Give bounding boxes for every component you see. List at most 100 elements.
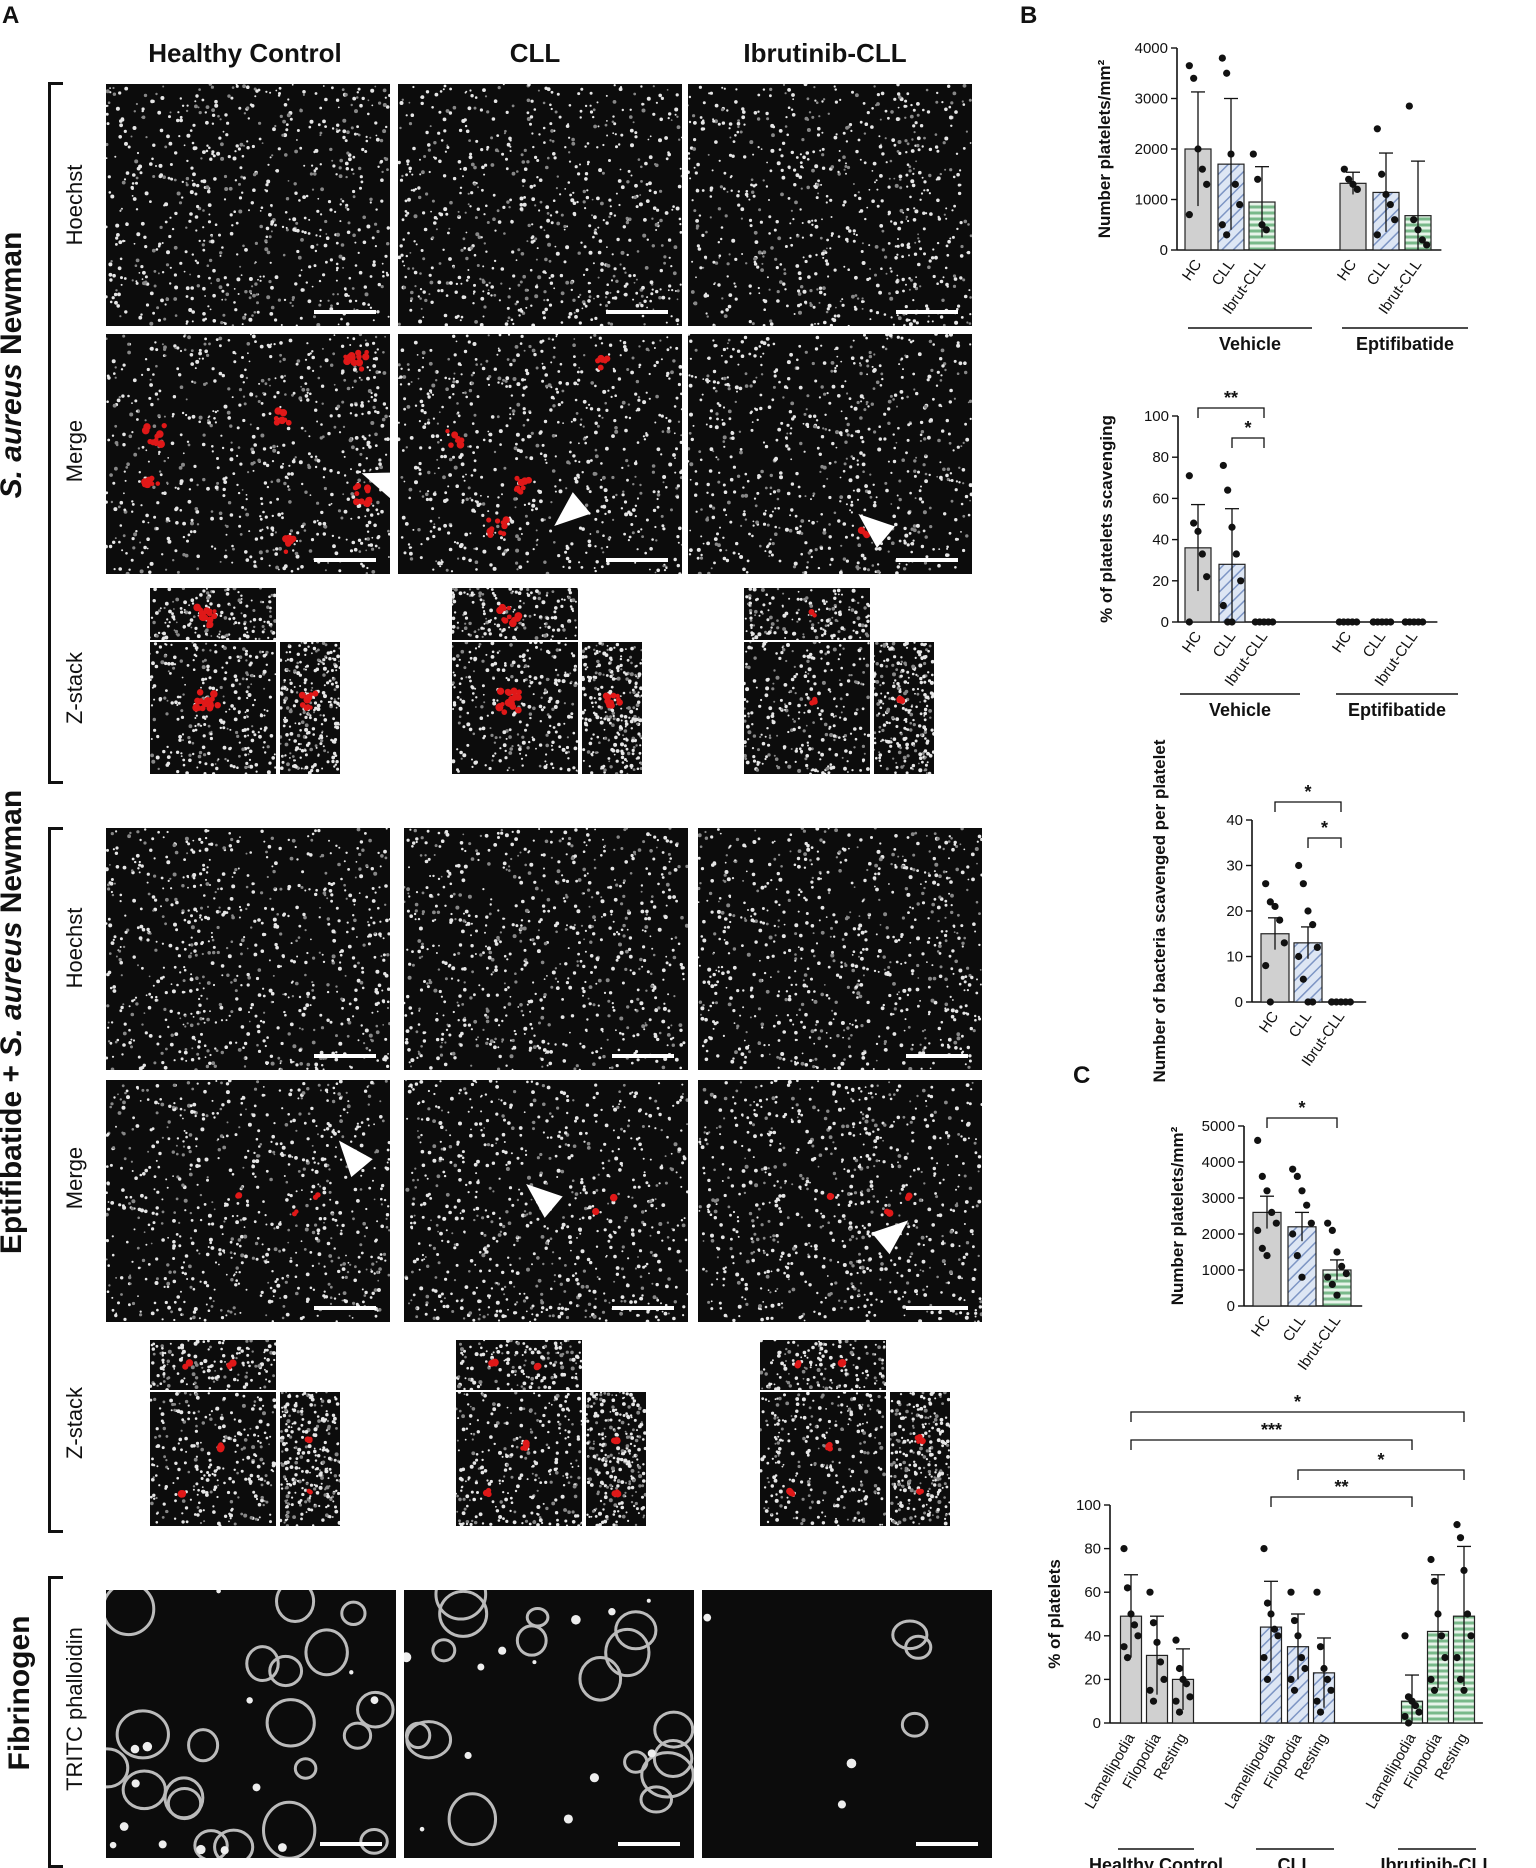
C2-point-6-6 <box>1404 1719 1413 1727</box>
B1-point-3-0 <box>1340 165 1348 173</box>
C1-point-1-0 <box>1289 1165 1297 1173</box>
B1-point-2-2 <box>1258 221 1266 229</box>
B1-point-4-2 <box>1382 190 1390 199</box>
C2-point-8-5 <box>1453 1654 1461 1662</box>
B3-point-1-3 <box>1309 921 1317 929</box>
tritc-image-0 <box>106 1590 396 1858</box>
C2-ytick-label-1: 20 <box>1084 1671 1101 1688</box>
C1-point-2-5 <box>1324 1273 1332 1281</box>
scale-bar <box>606 310 668 314</box>
B2-xtick-label-1: CLL <box>1210 629 1240 661</box>
C1-ytick-label-0: 0 <box>1227 1298 1235 1315</box>
C2-point-5-6 <box>1316 1708 1325 1716</box>
column-heading-healthy-control: Healthy Control <box>148 38 342 68</box>
B1-xtick-label-3: HC <box>1334 256 1360 284</box>
C1-point-0-6 <box>1258 1244 1266 1252</box>
B1-point-4-3 <box>1386 200 1394 209</box>
merge2-image-2 <box>698 1080 982 1322</box>
B1-point-3-2 <box>1349 180 1357 188</box>
B3-sig-bracket-1 <box>1307 837 1342 848</box>
C2-group-label-2: Ibrutinib-CLL <box>1381 1855 1494 1868</box>
C2-point-4-2 <box>1294 1632 1302 1640</box>
B2-point-1-7 <box>1228 618 1236 626</box>
C2-point-3-1 <box>1263 1599 1272 1607</box>
tritc-image-1 <box>404 1590 694 1858</box>
C2-point-0-5 <box>1120 1643 1128 1651</box>
C2-point-7-1 <box>1430 1577 1439 1585</box>
B2-point-1-3 <box>1232 550 1240 558</box>
C2-point-6-5 <box>1401 1712 1409 1721</box>
B1-ytick-label-2: 2000 <box>1135 141 1168 158</box>
C2-point-5-1 <box>1316 1643 1325 1651</box>
B2-point-4-5 <box>1369 618 1377 626</box>
B1-xtick-label-0: HC <box>1179 256 1205 284</box>
C2-point-4-1 <box>1290 1616 1299 1625</box>
merge-image-2 <box>688 334 972 574</box>
B1-point-1-6 <box>1223 231 1231 239</box>
tritc-image-2 <box>702 1590 992 1858</box>
B3-point-1-0 <box>1295 861 1303 870</box>
B3-point-0-6 <box>1266 998 1274 1006</box>
B3-point-2-5 <box>1328 998 1336 1006</box>
C2-point-7-3 <box>1437 1632 1446 1640</box>
B1-point-2-3 <box>1262 226 1270 234</box>
C1-ytick-label-5: 5000 <box>1202 1118 1235 1135</box>
C2-point-5-0 <box>1313 1588 1321 1596</box>
B2-point-5-5 <box>1401 618 1409 626</box>
B1-group-label-1: Eptifibatide <box>1356 334 1454 354</box>
C2-point-4-0 <box>1287 1588 1295 1596</box>
zstack-main-1 <box>452 642 578 774</box>
C2-point-8-7 <box>1460 1686 1468 1694</box>
C2-sig-bracket-3 <box>1270 1496 1413 1507</box>
B1-point-5-1 <box>1410 216 1418 224</box>
C2-point-1-6 <box>1149 1697 1158 1705</box>
B1-point-0-0 <box>1185 62 1193 70</box>
zstack2-top-0 <box>150 1340 276 1390</box>
zstack-main-2 <box>744 642 870 774</box>
C2-ytick-label-4: 80 <box>1084 1541 1101 1558</box>
B1-point-1-4 <box>1236 200 1244 209</box>
B2-point-2-4 <box>1269 618 1277 626</box>
bracket-fibrinogen <box>48 1576 63 1868</box>
C2-ylabel: % of platelets <box>1045 1559 1064 1669</box>
scale-bar <box>314 310 376 314</box>
C2-point-0-2 <box>1127 1610 1135 1618</box>
C2-point-8-3 <box>1463 1610 1472 1618</box>
B3-sig-bracket-0 <box>1274 801 1342 812</box>
bracket-s-aureus <box>48 82 63 784</box>
C2-ytick-label-2: 40 <box>1084 1628 1101 1645</box>
B1-point-1-1 <box>1223 69 1231 77</box>
B1-point-5-3 <box>1418 236 1426 244</box>
C2-point-3-5 <box>1260 1654 1268 1662</box>
B2-point-1-1 <box>1224 486 1232 494</box>
C2-point-5-3 <box>1323 1675 1332 1683</box>
B3-point-1-8 <box>1309 998 1317 1006</box>
scale-bar <box>314 1306 376 1310</box>
B2-point-1-0 <box>1219 461 1227 470</box>
B2-ytick-label-0: 0 <box>1161 614 1169 631</box>
C1-point-0-4 <box>1272 1219 1280 1227</box>
column-heading-ibrutinib-cll: Ibrutinib-CLL <box>743 38 907 68</box>
C2-point-4-3 <box>1297 1654 1306 1662</box>
C2-group-label-0: Healthy Control <box>1089 1855 1223 1868</box>
C1-point-2-0 <box>1324 1219 1332 1227</box>
C2-point-6-0 <box>1401 1632 1409 1640</box>
zstack-main-0 <box>150 642 276 774</box>
C1-point-1-2 <box>1298 1187 1306 1195</box>
C2-point-6-4 <box>1415 1708 1423 1716</box>
C2-point-4-6 <box>1290 1686 1299 1694</box>
C2-point-7-5 <box>1427 1675 1435 1683</box>
B3-xtick-label-1: CLL <box>1286 1009 1316 1041</box>
B2-ytick-label-1: 20 <box>1152 573 1169 590</box>
zstack-top-2 <box>744 588 870 640</box>
zstack2-main-2 <box>760 1392 886 1526</box>
C2-sig-label-3: ** <box>1334 1477 1348 1497</box>
C2-sig-label-2: * <box>1377 1450 1384 1470</box>
C2-point-2-4 <box>1186 1693 1194 1701</box>
B1-point-4-5 <box>1373 231 1381 239</box>
B3-point-1-4 <box>1313 943 1321 952</box>
C2-point-2-1 <box>1175 1664 1184 1673</box>
B2-group-label-0: Vehicle <box>1209 700 1271 720</box>
scale-bar <box>612 1306 674 1310</box>
B1-point-1-0 <box>1218 54 1226 62</box>
